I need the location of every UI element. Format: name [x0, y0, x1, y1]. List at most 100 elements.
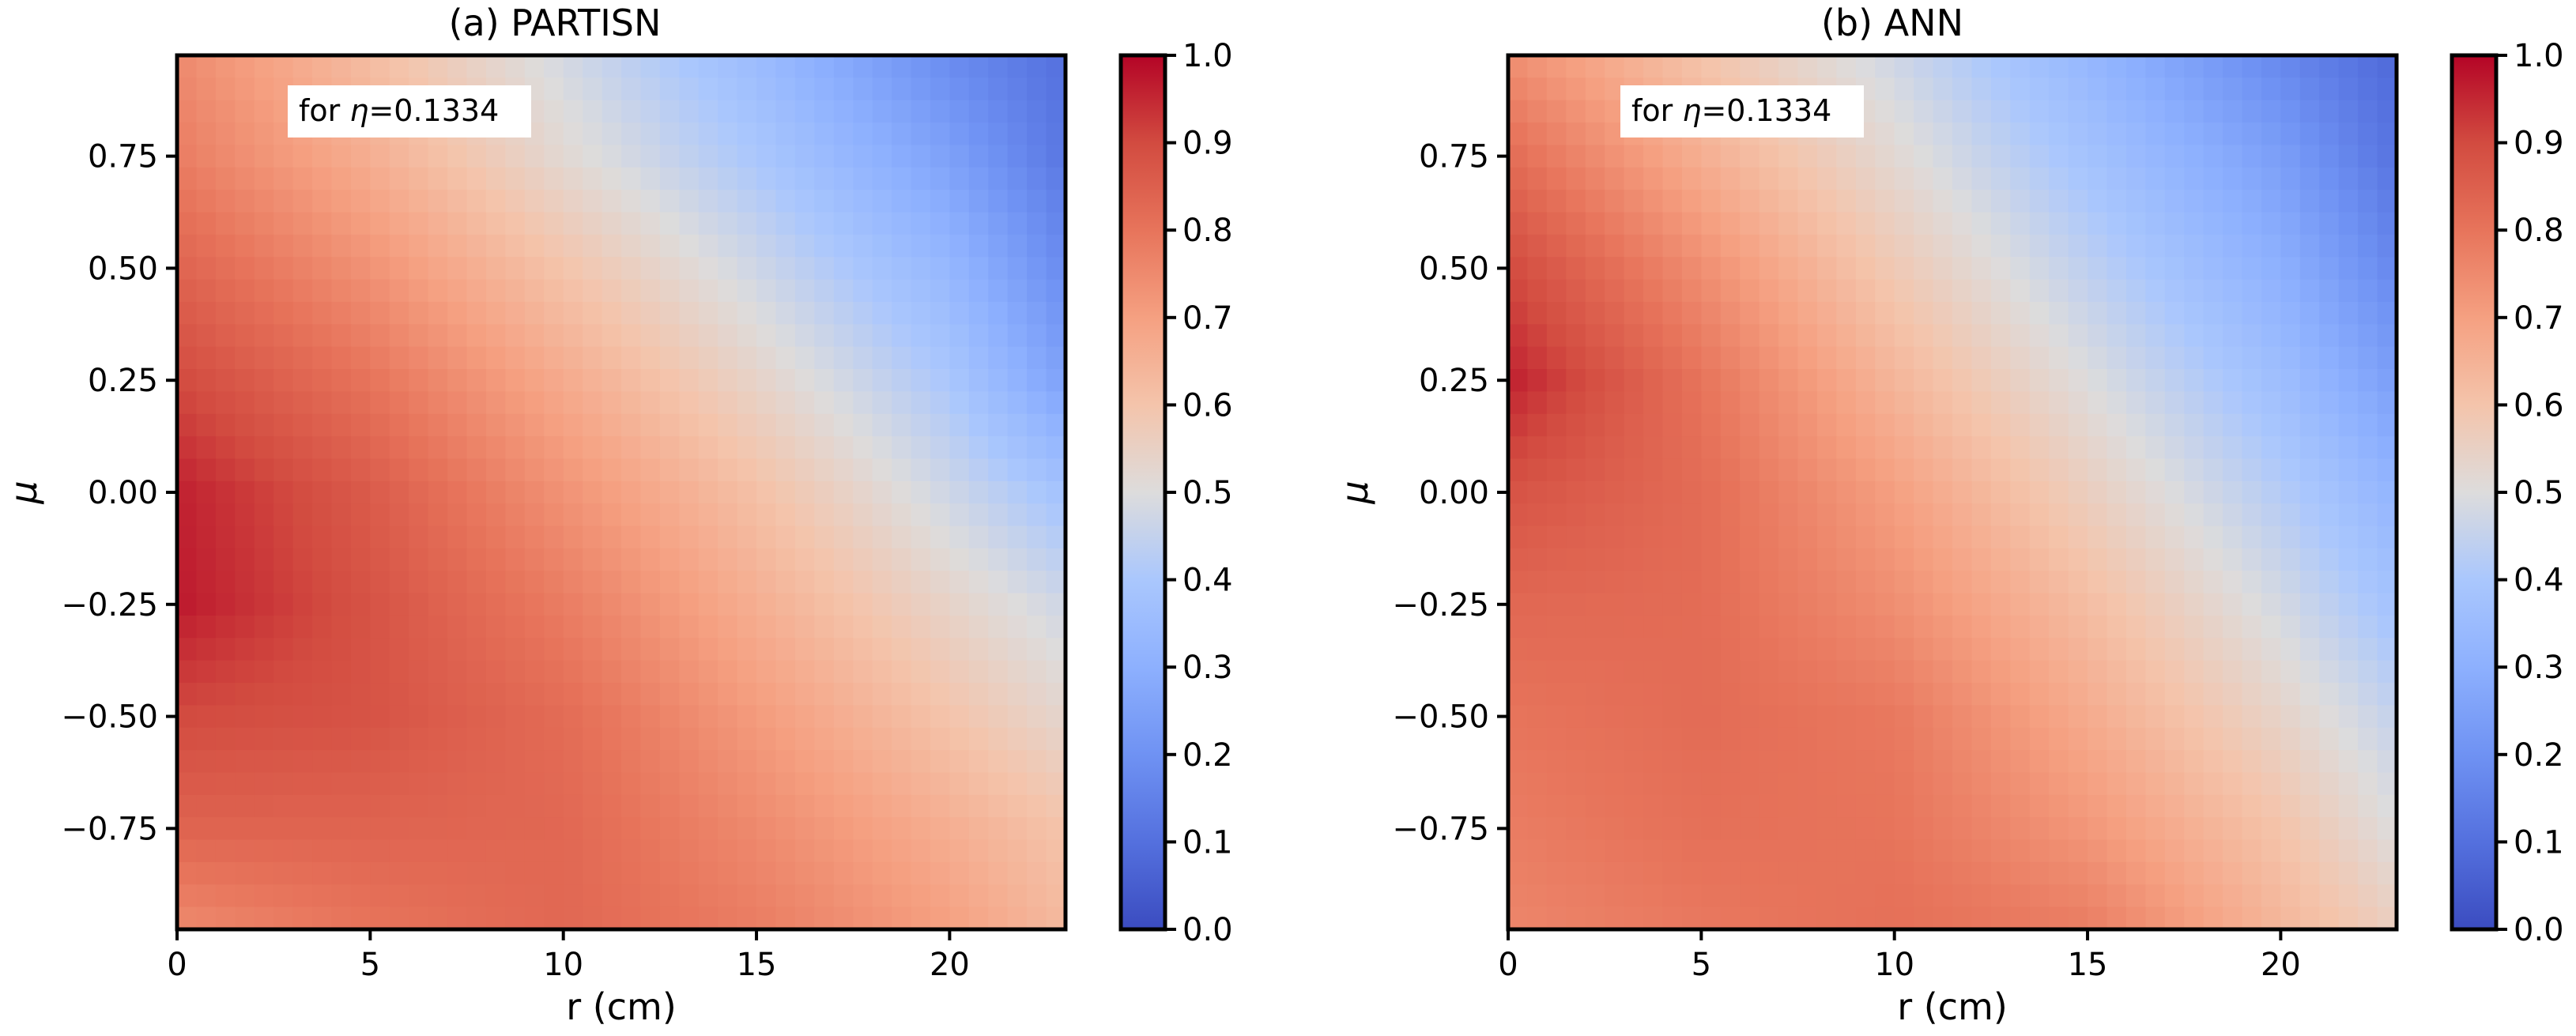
- heatmap-cell: [602, 571, 622, 594]
- heatmap-cell: [872, 301, 892, 326]
- heatmap-cell: [968, 346, 990, 370]
- heatmap-cell: [833, 794, 854, 819]
- heatmap-cell: [485, 436, 507, 460]
- heatmap-cell: [2319, 884, 2340, 908]
- heatmap-cell: [2203, 234, 2223, 258]
- heatmap-cell: [679, 727, 700, 751]
- heatmap-cell: [466, 906, 487, 930]
- heatmap-cell: [2261, 257, 2282, 281]
- heatmap-cell: [949, 638, 970, 661]
- heatmap-cell: [2358, 480, 2378, 504]
- heatmap-cell: [1740, 369, 1760, 393]
- heatmap-cell: [1759, 190, 1779, 213]
- heatmap-cell: [331, 638, 352, 661]
- heatmap-cell: [872, 571, 892, 594]
- heatmap-cell: [2377, 212, 2397, 235]
- heatmap-cell: [409, 526, 429, 549]
- heatmap-cell: [833, 279, 854, 303]
- heatmap-cell: [2164, 301, 2186, 326]
- heatmap-cell: [2029, 122, 2050, 146]
- heatmap-cell: [1816, 683, 1838, 706]
- heatmap-cell: [872, 391, 892, 415]
- heatmap-cell: [659, 861, 681, 886]
- heatmap-cell: [1007, 750, 1028, 774]
- heatmap-cell: [756, 212, 777, 235]
- heatmap-cell: [1605, 906, 1625, 930]
- heatmap-cell: [583, 167, 603, 190]
- y-tick-label: 0.25: [88, 363, 158, 399]
- heatmap-cell: [2184, 391, 2204, 415]
- heatmap-cell: [1624, 480, 1644, 504]
- colorbar-ticks: 0.00.10.20.30.40.50.60.70.80.91.0: [2496, 38, 2564, 948]
- heatmap-cell: [1990, 660, 2012, 684]
- heatmap-cell: [872, 257, 892, 281]
- heatmap-cell: [602, 503, 622, 527]
- heatmap-cell: [524, 884, 545, 908]
- heatmap-cell: [544, 906, 564, 930]
- heatmap-cell: [235, 615, 255, 639]
- heatmap-cell: [1894, 526, 1914, 549]
- heatmap-cell: [389, 884, 410, 908]
- heatmap-cell: [679, 212, 700, 235]
- heatmap-cell: [524, 548, 545, 572]
- heatmap-cell: [659, 548, 681, 572]
- heatmap-cell: [428, 480, 448, 504]
- heatmap-cell: [1007, 436, 1028, 460]
- heatmap-cell: [1894, 548, 1914, 572]
- heatmap-cell: [273, 212, 294, 235]
- heatmap-cell: [485, 906, 507, 930]
- heatmap-cell: [640, 167, 661, 190]
- heatmap-cell: [1778, 906, 1799, 930]
- heatmap-cell: [698, 906, 718, 930]
- heatmap-cell: [1605, 346, 1625, 370]
- heatmap-cell: [698, 480, 718, 504]
- heatmap-cell: [485, 593, 507, 616]
- heatmap-cell: [2242, 548, 2262, 572]
- heatmap-cell: [2338, 369, 2359, 393]
- heatmap-cell: [563, 77, 583, 101]
- y-tick-label: 0.75: [1419, 139, 1489, 175]
- heatmap-cell: [2223, 884, 2243, 908]
- heatmap-cell: [1046, 369, 1066, 393]
- heatmap-cell: [2164, 212, 2186, 235]
- heatmap-cell: [794, 122, 816, 146]
- heatmap-cell: [2029, 861, 2050, 886]
- heatmap-cell: [2049, 861, 2069, 886]
- heatmap-cell: [1875, 190, 1895, 213]
- heatmap-cell: [177, 100, 198, 123]
- heatmap-cell: [872, 503, 892, 527]
- heatmap-cell: [911, 391, 931, 415]
- heatmap-cell: [428, 705, 448, 729]
- heatmap-cell: [1759, 391, 1779, 415]
- heatmap-cell: [215, 190, 236, 213]
- heatmap-cell: [1585, 480, 1605, 504]
- heatmap-cell: [1681, 727, 1703, 751]
- heatmap-cell: [583, 526, 603, 549]
- heatmap-cell: [1990, 839, 2012, 863]
- heatmap-cell: [1662, 750, 1683, 774]
- heatmap-cell: [2261, 413, 2282, 437]
- heatmap-cell: [1046, 571, 1066, 594]
- heatmap-cell: [911, 861, 931, 886]
- heatmap-cell: [2338, 705, 2359, 729]
- heatmap-cell: [505, 638, 526, 661]
- heatmap-cell: [1546, 861, 1567, 886]
- heatmap-cell: [659, 727, 681, 751]
- heatmap-cell: [1875, 772, 1895, 796]
- heatmap-cell: [949, 77, 970, 101]
- heatmap-cell: [756, 593, 777, 616]
- heatmap-cell: [196, 906, 217, 930]
- heatmap-cell: [215, 391, 236, 415]
- heatmap-cell: [409, 257, 429, 281]
- heatmap-cell: [2319, 683, 2340, 706]
- heatmap-cell: [1855, 615, 1876, 639]
- heatmap-cell: [930, 705, 951, 729]
- heatmap-cell: [1643, 794, 1664, 819]
- heatmap-cell: [524, 279, 545, 303]
- heatmap-cell: [1046, 794, 1066, 819]
- heatmap-cell: [2049, 772, 2069, 796]
- heatmap-cell: [775, 638, 796, 661]
- heatmap-cell: [853, 727, 873, 751]
- heatmap-cell: [1971, 346, 1992, 370]
- y-tick-label: −0.75: [1392, 811, 1489, 847]
